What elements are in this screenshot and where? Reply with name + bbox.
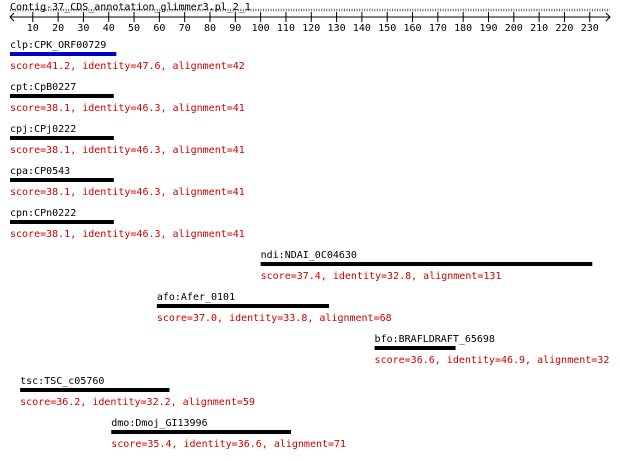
hit-score: score=38.1, identity=46.3, alignment=41 xyxy=(10,229,245,240)
tick-label: 50 xyxy=(128,23,140,34)
hit-label: afo:Afer_0101 xyxy=(157,292,235,303)
tick-label: 150 xyxy=(378,23,396,34)
hit-label: cpn:CPn0222 xyxy=(10,208,76,219)
hit-label: dmo:Dmoj_GI13996 xyxy=(111,418,207,429)
hit-score: score=37.0, identity=33.8, alignment=68 xyxy=(157,313,392,324)
tick-label: 90 xyxy=(229,23,241,34)
tick-label: 220 xyxy=(555,23,573,34)
hit-score: score=37.4, identity=32.8, alignment=131 xyxy=(261,271,502,282)
hit-bar xyxy=(10,178,114,182)
tick-label: 60 xyxy=(153,23,165,34)
hit-bar xyxy=(20,388,170,392)
tick-label: 120 xyxy=(302,23,320,34)
tick-label: 100 xyxy=(252,23,270,34)
hit-bar xyxy=(260,262,593,266)
tick-label: 130 xyxy=(328,23,346,34)
tick-label: 40 xyxy=(103,23,115,34)
tick-label: 20 xyxy=(52,23,64,34)
hit-label: bfo:BRAFLDRAFT_65698 xyxy=(375,334,495,345)
hit-bar xyxy=(10,94,114,98)
hit-label: tsc:TSC_c05760 xyxy=(20,376,104,387)
tick-label: 70 xyxy=(179,23,191,34)
hit-bar xyxy=(374,346,456,350)
hit-bar xyxy=(156,304,329,308)
hit-bar xyxy=(10,136,114,140)
tick-label: 110 xyxy=(277,23,295,34)
ruler-arrows xyxy=(9,12,611,22)
hit-score: score=36.2, identity=32.2, alignment=59 xyxy=(20,397,255,408)
tick-label: 210 xyxy=(530,23,548,34)
tick-label: 180 xyxy=(454,23,472,34)
hit-score: score=38.1, identity=46.3, alignment=41 xyxy=(10,103,245,114)
hit-bar xyxy=(10,52,117,56)
hit-score: score=36.6, identity=46.9, alignment=32 xyxy=(375,355,610,366)
tick-label: 190 xyxy=(479,23,497,34)
title: Contig-37_CDS_annotation_glimmer3.pl_2_1 xyxy=(10,2,251,13)
hit-label: cpt:CpB0227 xyxy=(10,82,76,93)
tick-label: 80 xyxy=(204,23,216,34)
hit-score: score=35.4, identity=36.6, alignment=71 xyxy=(111,439,346,450)
hit-bar xyxy=(10,220,114,224)
hit-score: score=38.1, identity=46.3, alignment=41 xyxy=(10,145,245,156)
hit-score: score=41.2, identity=47.6, alignment=42 xyxy=(10,61,245,72)
hit-bar xyxy=(111,430,292,434)
tick-label: 170 xyxy=(429,23,447,34)
hit-label: cpj:CPj0222 xyxy=(10,124,76,135)
tick-label: 230 xyxy=(581,23,599,34)
hit-label: clp:CPK_ORF00729 xyxy=(10,40,106,51)
hit-score: score=38.1, identity=46.3, alignment=41 xyxy=(10,187,245,198)
hit-label: cpa:CP0543 xyxy=(10,166,70,177)
tick-label: 30 xyxy=(77,23,89,34)
tick-label: 140 xyxy=(353,23,371,34)
tick-label: 10 xyxy=(27,23,39,34)
tick-label: 200 xyxy=(505,23,523,34)
hit-label: ndi:NDAI_0C04630 xyxy=(261,250,357,261)
tick-label: 160 xyxy=(404,23,422,34)
